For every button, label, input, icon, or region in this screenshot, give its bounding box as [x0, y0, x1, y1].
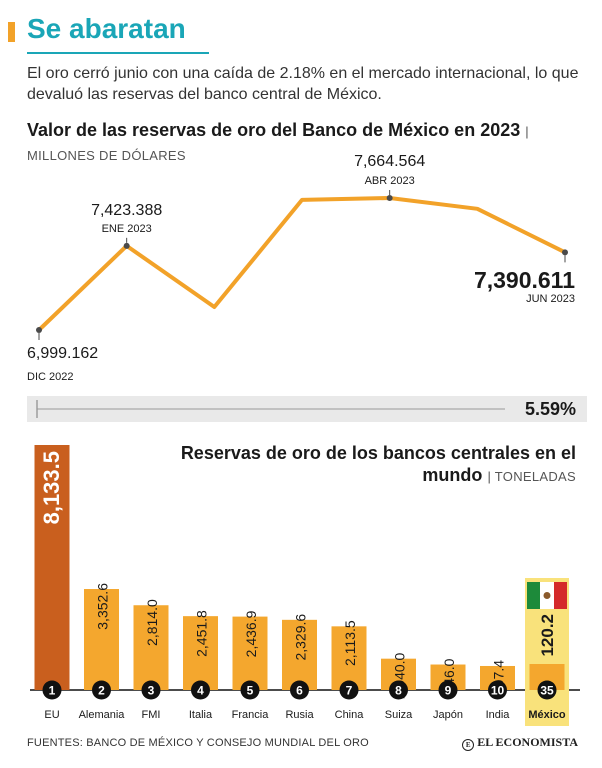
publisher-logo: E EL ECONOMISTA: [462, 735, 578, 751]
line-point-date-label: JUN 2023: [526, 293, 575, 305]
bar-francia: [232, 616, 268, 690]
rank-circle: [141, 680, 161, 700]
bar-value-label: 8,133.5: [39, 451, 64, 524]
rank-number: 4: [197, 684, 204, 698]
bar-category-label: India: [486, 709, 511, 721]
bar-chart-title: Reservas de oro de los bancos centrales …: [156, 442, 576, 488]
bar-value-label: 2,451.8: [194, 610, 210, 657]
rank-circle: [240, 680, 260, 700]
line-point-value-label: 7,664.564: [354, 153, 425, 170]
mexico-flag-red: [554, 582, 567, 609]
line-chart-title: Valor de las reservas de oro del Banco d…: [27, 119, 587, 167]
mexico-flag-emblem-icon: [543, 592, 551, 599]
bar-fmi: [133, 605, 169, 690]
bar-category-label: EU: [44, 709, 59, 721]
rank-circle: [438, 680, 458, 700]
rank-circle: [488, 680, 507, 700]
page-title: Se abaratan: [27, 13, 186, 44]
bar-value-label: 120.2: [538, 614, 557, 657]
bar-value-label: 2,436.9: [243, 610, 259, 657]
bar-category-label: Alemania: [79, 709, 126, 721]
publisher-logo-text: EL ECONOMISTA: [477, 735, 578, 749]
page-subtitle: El oro cerró junio con una caída de 2.18…: [27, 65, 579, 103]
mexico-flag-green: [527, 582, 540, 609]
bar-value-label: 2,329.6: [293, 614, 309, 661]
bar-value-label: 3,352.6: [95, 583, 111, 630]
rank-number: 5: [247, 684, 254, 698]
rank-number: 9: [445, 684, 452, 698]
line-chart-title-text: Valor de las reservas de oro del Banco d…: [27, 120, 521, 140]
rank-circle: [42, 680, 62, 700]
change-percentage: 5.59%: [524, 399, 576, 419]
rank-circle: [191, 680, 210, 700]
bar-category-label: México: [528, 709, 566, 721]
rank-number: 3: [148, 684, 155, 698]
rank-number: 10: [491, 684, 505, 698]
bar-italia: [183, 616, 218, 690]
bar-category-label: Rusia: [285, 709, 314, 721]
rank-number: 1: [49, 684, 56, 698]
rank-number: 6: [296, 684, 303, 698]
bar-category-label: Italia: [189, 709, 213, 721]
title-underline: [27, 52, 209, 54]
line-point-date-label: ABR 2023: [365, 175, 415, 187]
bar-chart-title-text: Reservas de oro de los bancos centrales …: [180, 443, 576, 485]
rank-number: 2: [98, 684, 105, 698]
line-point-marker: [562, 249, 568, 256]
bar-value-label: 2,113.5: [342, 620, 358, 666]
rank-circle: [290, 680, 309, 700]
rank-number: 35: [540, 684, 554, 698]
bar-eu: [34, 445, 70, 690]
logo-mark-icon: E: [462, 739, 475, 751]
title-accent-bar: [8, 22, 15, 42]
rank-circle: [537, 680, 557, 700]
line-point-marker: [36, 327, 42, 333]
bar-rusia: [282, 619, 317, 690]
line-point-marker: [123, 242, 130, 249]
bar-category-label: Suiza: [385, 709, 413, 721]
rank-number: 7: [346, 684, 353, 698]
rank-circle: [339, 680, 359, 700]
bar-china: [331, 626, 367, 690]
sources-note: FUENTES: BANCO DE MÉXICO Y CONSEJO MUNDI…: [27, 737, 369, 749]
line-point-value-label: 7,390.611: [474, 267, 575, 293]
line-point-value-label: 6,999.162: [27, 345, 98, 362]
line-point-date-label: ENE 2023: [102, 223, 152, 235]
bar-chart-unit: | TONELADAS: [487, 469, 576, 484]
rank-circle: [92, 680, 111, 700]
bar-category-label: Francia: [232, 709, 270, 721]
bar-category-label: Japón: [433, 709, 463, 721]
bar-alemania: [84, 589, 119, 690]
rank-circle: [389, 680, 408, 700]
bar-value-label: 2,814.0: [144, 599, 160, 646]
line-point-value-label: 7,423.388: [91, 202, 162, 219]
bar-category-label: FMI: [142, 709, 161, 721]
rank-number: 8: [395, 684, 402, 698]
line-point-marker: [386, 195, 393, 201]
bar-category-label: China: [335, 709, 365, 721]
line-point-date-label: DIC 2022: [27, 371, 73, 383]
line-chart-unit: | MILLONES DE DÓLARES: [27, 124, 529, 163]
